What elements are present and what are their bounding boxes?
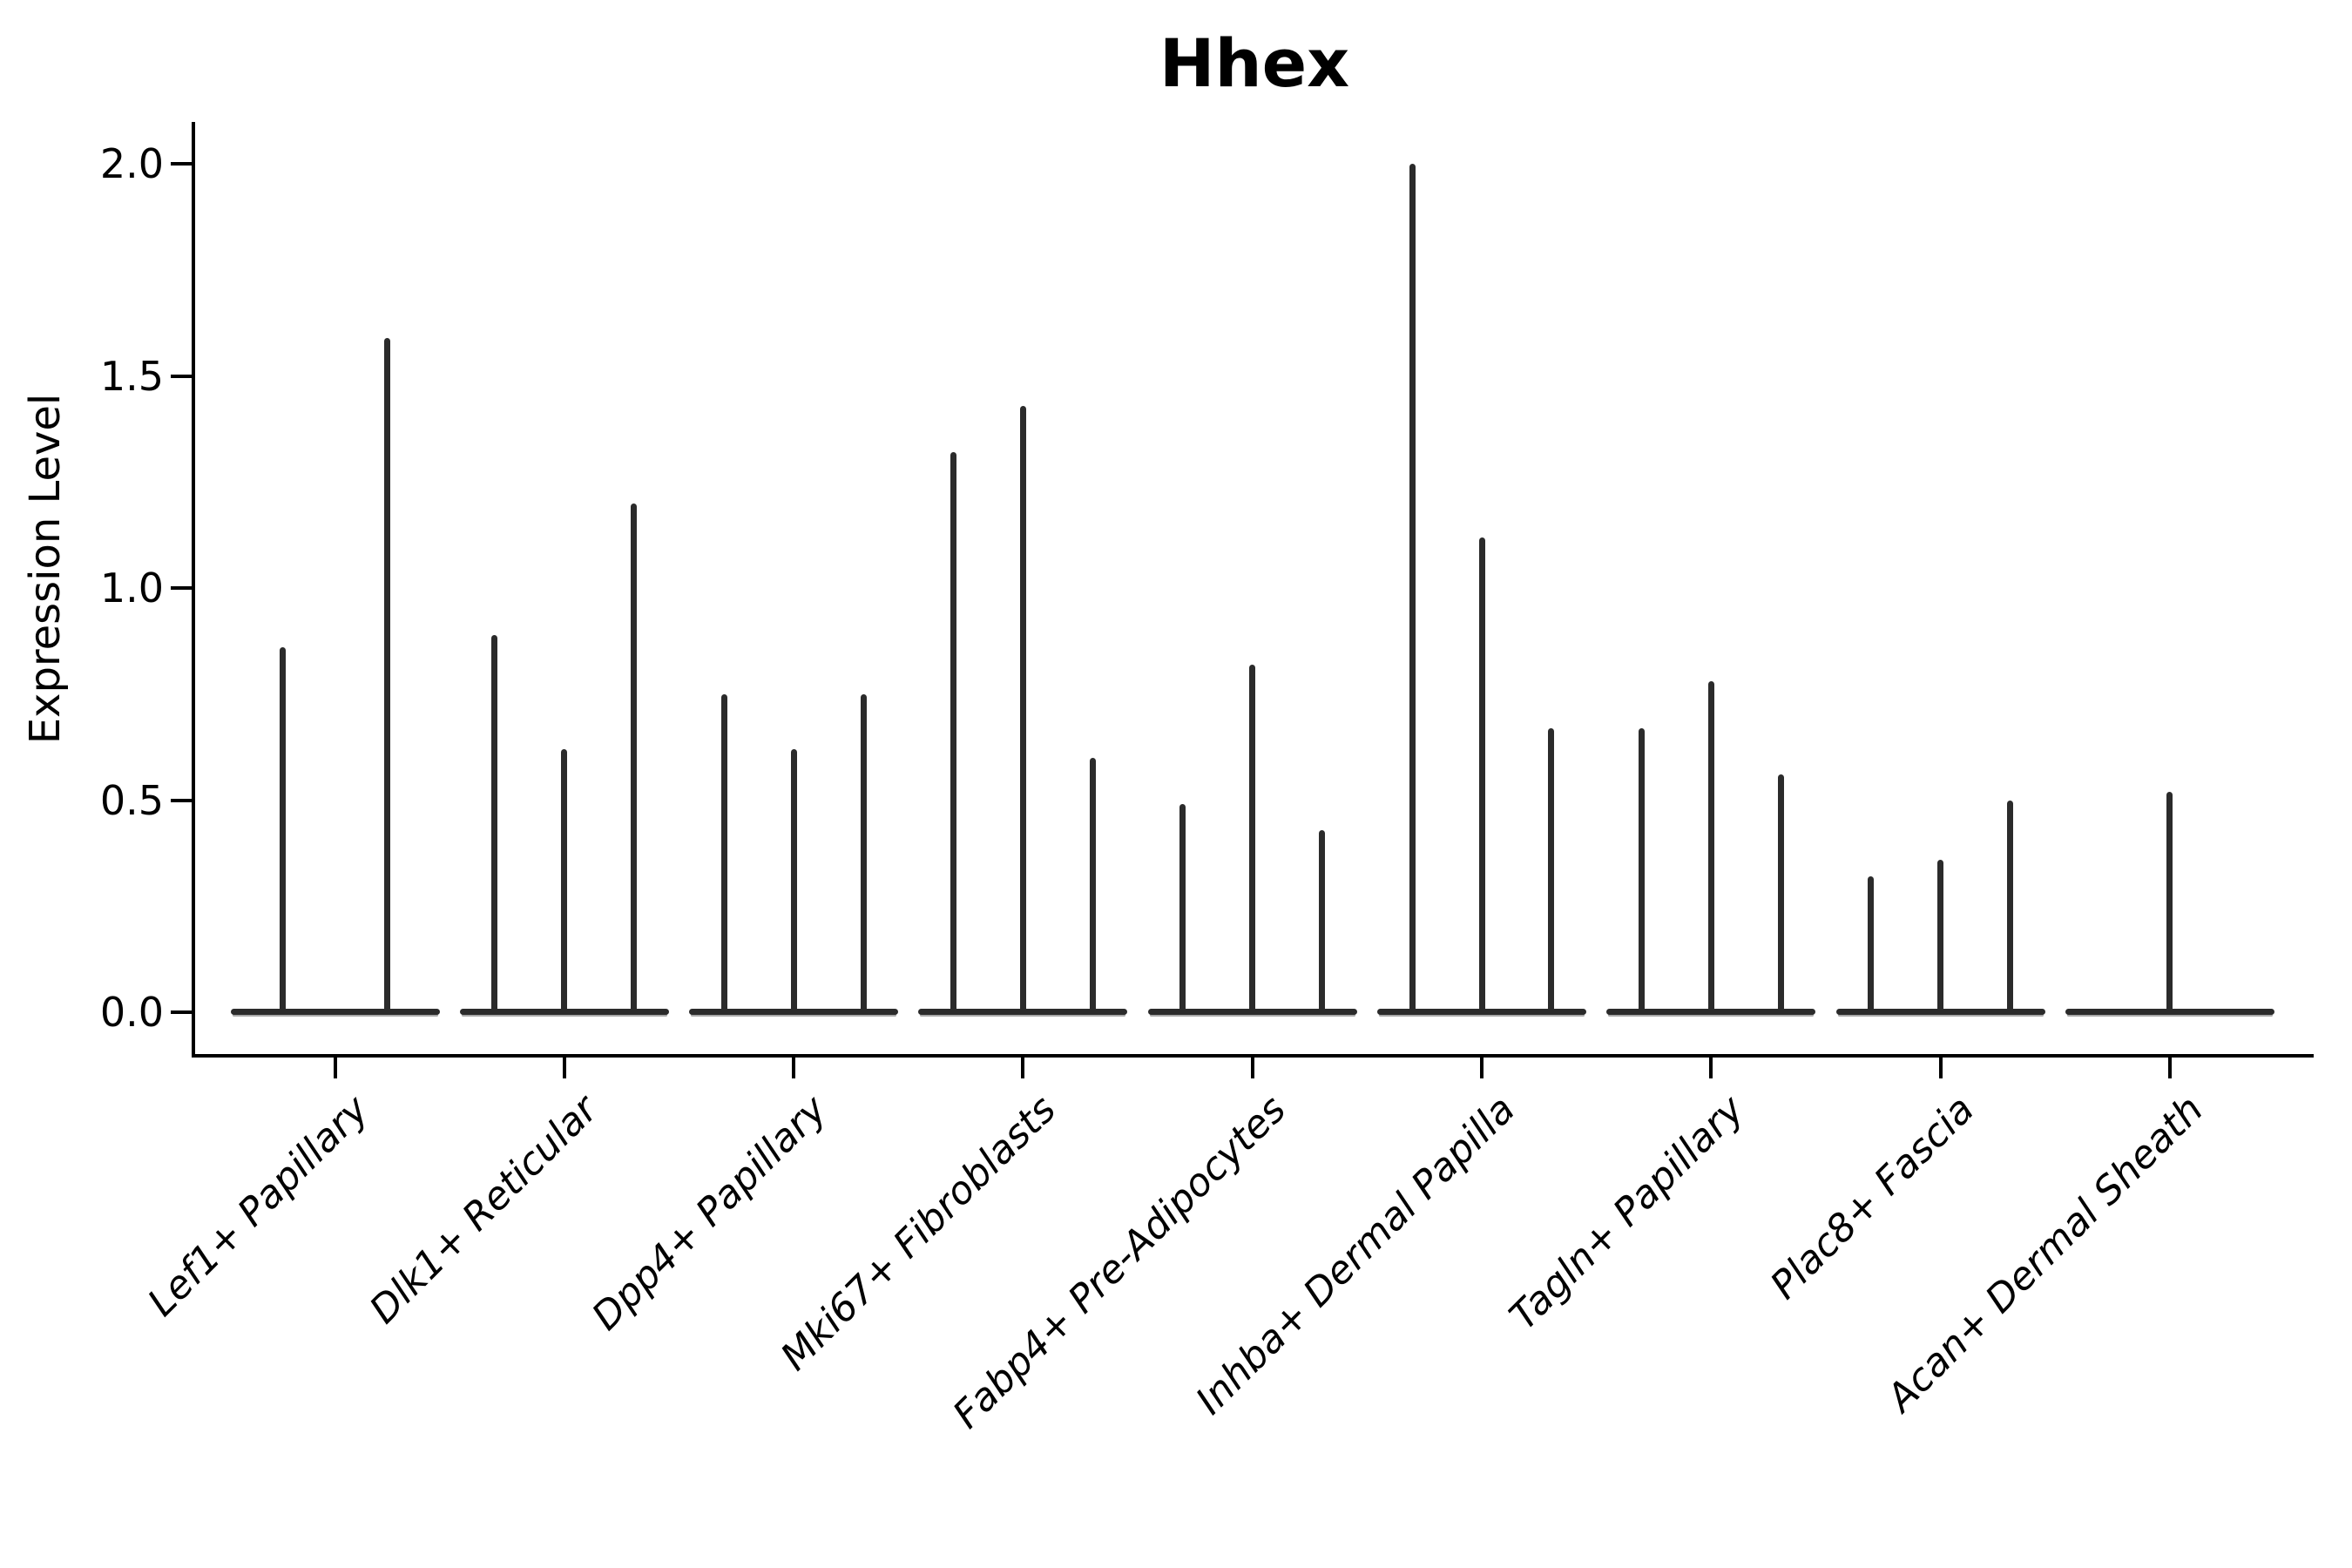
x-tick <box>1480 1056 1484 1078</box>
x-tick-label: Plac8+ Fascia <box>1761 1087 1983 1308</box>
x-tick <box>1250 1056 1254 1078</box>
y-tick <box>171 586 193 590</box>
x-tick <box>1709 1056 1713 1078</box>
y-tick <box>171 162 193 166</box>
y-tick <box>171 374 193 378</box>
y-tick-label: 1.5 <box>99 352 164 400</box>
violin-spike <box>950 452 956 1012</box>
y-tick <box>171 1010 193 1014</box>
y-axis-spine <box>192 122 195 1058</box>
x-tick <box>1938 1056 1943 1078</box>
violin-spike <box>1179 804 1186 1012</box>
x-tick <box>333 1056 337 1078</box>
violin-spike <box>2166 791 2173 1012</box>
x-tick-label: Fabp4+ Pre-Adipocytes <box>944 1087 1294 1437</box>
x-tick-label: Dpp4+ Papillary <box>584 1087 836 1340</box>
x-tick-label: Inhba+ Dermal Papilla <box>1187 1087 1524 1423</box>
y-tick <box>171 798 193 802</box>
y-tick-label: 0.5 <box>99 776 164 824</box>
violin-spike <box>2007 800 2014 1012</box>
y-tick-label: 2.0 <box>99 140 164 187</box>
violin-spike <box>1638 727 1645 1012</box>
x-tick-label: Dlk1+ Reticular <box>361 1087 606 1333</box>
violin-spike <box>631 503 638 1012</box>
violin-spike <box>1019 405 1026 1012</box>
x-tick <box>792 1056 796 1078</box>
violin-group-baseline <box>230 1009 440 1015</box>
chart-title: Hhex <box>1159 24 1350 102</box>
violin-spike <box>790 749 797 1012</box>
violin-spike <box>720 693 727 1012</box>
violin-spike <box>491 634 498 1012</box>
x-tick <box>2167 1056 2172 1078</box>
violin-spike <box>561 749 568 1012</box>
violin-spike <box>1319 829 1326 1012</box>
x-tick-label: Tagln+ Papillary <box>1501 1087 1754 1339</box>
violin-spike <box>280 647 286 1012</box>
violin-spike <box>1249 664 1256 1012</box>
violin-spike <box>1868 876 1875 1012</box>
x-tick-label: Mki67+ Fibroblasts <box>773 1087 1065 1380</box>
x-tick <box>1021 1056 1025 1078</box>
violin-spike <box>1777 774 1784 1012</box>
violin-spike <box>1937 859 1944 1012</box>
y-tick-label: 1.0 <box>99 564 164 612</box>
y-tick-label: 0.0 <box>99 989 164 1036</box>
violin-spike <box>384 337 390 1012</box>
violin-spike <box>860 693 867 1012</box>
violin-spike <box>1548 727 1555 1012</box>
violin-spike <box>1409 164 1416 1012</box>
x-tick <box>562 1056 566 1078</box>
violin-spike <box>1089 757 1096 1012</box>
violin-spike <box>1707 681 1714 1012</box>
x-tick-label: Acan+ Dermal Sheath <box>1878 1087 2212 1421</box>
violin-spike <box>1478 537 1485 1012</box>
